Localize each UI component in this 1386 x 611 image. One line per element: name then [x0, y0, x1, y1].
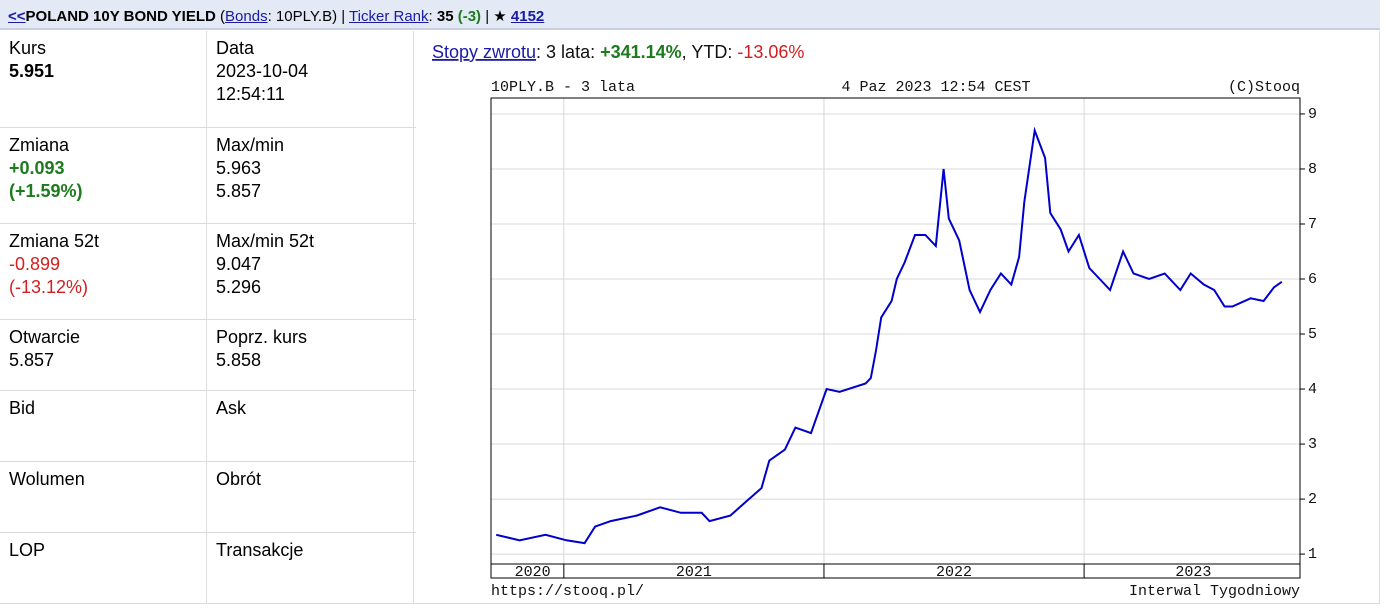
y-tick-label: 9: [1308, 106, 1317, 123]
rank-change: (-3): [453, 8, 482, 25]
table-row: Otwarcie 5.857 Poprz. kurs 5.858: [0, 320, 416, 391]
rank-link[interactable]: Ticker Rank: [349, 8, 429, 25]
y-tick-label: 4: [1308, 381, 1317, 398]
cell-label: Zmiana: [9, 135, 70, 155]
cell-value: 5.858: [216, 350, 262, 370]
return-ytd: -13.06%: [737, 42, 804, 62]
cell-label: Max/min: [216, 135, 285, 155]
price-line: [495, 126, 1283, 545]
category-link[interactable]: Bonds: [225, 8, 268, 25]
x-tick-label: 2021: [676, 564, 712, 581]
table-row: Zmiana +0.093 (+1.59%) Max/min 5.963 5.857: [0, 128, 416, 224]
table-cell: Transakcje: [207, 533, 414, 603]
return-3y: +341.14%: [600, 42, 682, 62]
cell-label: Obrót: [216, 469, 262, 489]
footer-url: https://stooq.pl/: [491, 583, 644, 600]
y-tick-label: 2: [1308, 491, 1317, 508]
cell-value: 2023-10-04: [216, 61, 309, 81]
cell-label: Transakcje: [216, 540, 304, 560]
cell-label: Otwarcie: [9, 327, 81, 347]
cell-value: 5.963: [216, 158, 262, 178]
y-tick-label: 3: [1308, 436, 1317, 453]
table-cell: Ask: [207, 391, 414, 461]
table-row: Zmiana 52t -0.899 (-13.12%) Max/min 52t 9.04…: [0, 224, 416, 320]
chart-pane: Stopy zwrotu: 3 lata: +341.14%, YTD: -13…: [416, 31, 1380, 604]
cell-value: 5.857: [9, 350, 55, 370]
y-tick-label: 1: [1308, 546, 1317, 563]
table-cell: Poprz. kurs 5.858: [207, 320, 414, 390]
table-cell: Max/min 52t 9.047 5.296: [207, 224, 414, 319]
returns-link[interactable]: Stopy zwrotu: [432, 42, 536, 62]
separator: | ★: [481, 8, 511, 25]
cell-value: +0.093: [9, 158, 65, 178]
returns: Stopy zwrotu: 3 lata: +341.14%, YTD: -13…: [432, 42, 804, 62]
x-tick-label: 2023: [1175, 564, 1211, 581]
table-cell: Data 2023-10-04 12:54:11: [207, 31, 414, 127]
cell-label: Max/min 52t: [216, 231, 315, 251]
cell-value: (-13.12%): [9, 277, 89, 297]
table-cell: LOP: [0, 533, 207, 603]
cell-label: Zmiana 52t: [9, 231, 100, 251]
plot-border: [490, 97, 1301, 579]
table-cell: Kurs 5.951: [0, 31, 207, 127]
table-cell: Zmiana +0.093 (+1.59%): [0, 128, 207, 223]
chart-source: (C)Stooq: [1228, 79, 1300, 96]
text: (: [215, 8, 226, 25]
table-cell: Max/min 5.963 5.857: [207, 128, 414, 223]
footer-interval: Interwal Tygodniowy: [1129, 583, 1300, 600]
chart-title: 10PLY.B - 3 lata: [491, 79, 635, 96]
header-bar: <<POLAND 10Y BOND YIELD (Bonds: 10PLY.B)…: [0, 0, 1380, 30]
separator: |: [337, 8, 350, 25]
cell-value: 12:54:11: [216, 84, 285, 104]
y-tick-label: 7: [1308, 216, 1317, 233]
x-tick-label: 2022: [936, 564, 972, 581]
cell-value: 5.857: [216, 181, 262, 201]
cell-label: Poprz. kurs: [216, 327, 308, 347]
x-tick-label: 2020: [515, 564, 551, 581]
y-tick-label: 8: [1308, 161, 1317, 178]
cell-label: LOP: [9, 540, 46, 560]
quote-table: Kurs 5.951 Data 2023-10-04 12:54:11 Zmiana +0.…: [0, 31, 416, 604]
table-cell: Otwarcie 5.857: [0, 320, 207, 390]
table-row: Wolumen Obrót: [0, 462, 416, 533]
cell-label: Kurs: [9, 38, 47, 58]
table-row: Bid Ask: [0, 391, 416, 462]
instrument-title: POLAND 10Y BOND YIELD: [25, 8, 216, 25]
y-tick-label: 6: [1308, 271, 1317, 288]
count-link[interactable]: 4152: [510, 8, 545, 25]
cell-label: Ask: [216, 398, 247, 418]
cell-label: Data: [216, 38, 255, 58]
cell-value: 9.047: [216, 254, 262, 274]
cell-value: (+1.59%): [9, 181, 83, 201]
table-row: Kurs 5.951 Data 2023-10-04 12:54:11: [0, 31, 416, 128]
rank: 35: [436, 8, 454, 25]
cell-value: 5.951: [9, 61, 55, 81]
y-tick-label: 5: [1308, 326, 1317, 343]
table-cell: Bid: [0, 391, 207, 461]
table-cell: Obrót: [207, 462, 414, 532]
cell-value: 5.296: [216, 277, 262, 297]
cell-label: Wolumen: [9, 469, 85, 489]
cell-label: Bid: [9, 398, 36, 418]
symbol: : 10PLY.B): [267, 8, 338, 25]
table-cell: Wolumen: [0, 462, 207, 532]
text: : 3 lata:: [536, 42, 600, 62]
table-cell: Zmiana 52t -0.899 (-13.12%): [0, 224, 207, 319]
back-link[interactable]: <<: [8, 8, 26, 25]
cell-value: -0.899: [9, 254, 61, 274]
text: :: [428, 8, 437, 25]
table-row: LOP Transakcje: [0, 533, 416, 604]
chart-date: 4 Paz 2023 12:54 CEST: [841, 79, 1030, 96]
chart: Stopy zwrotu: 3 lata: +341.14%, YTD: -13…: [432, 42, 1317, 600]
text: , YTD:: [682, 42, 738, 62]
